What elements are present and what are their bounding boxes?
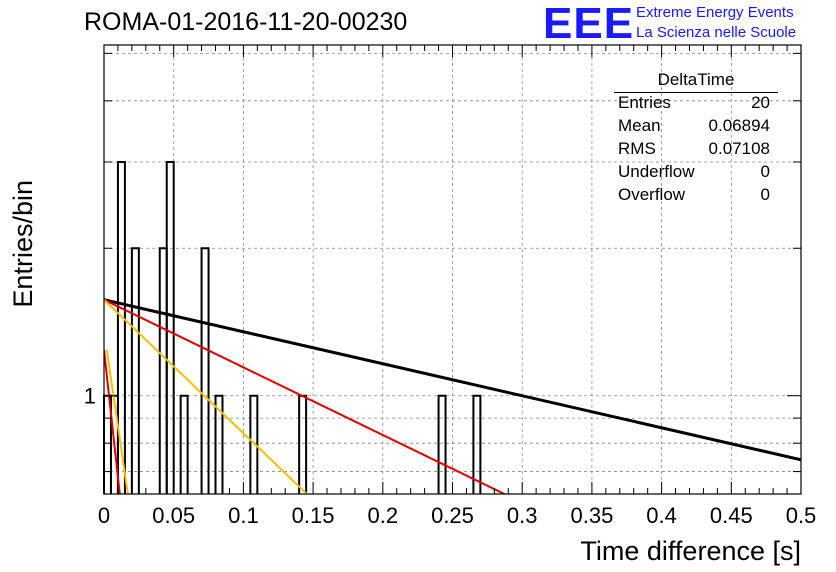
eee-logo: EEE (543, 0, 635, 48)
stats-value: 0 (760, 162, 770, 181)
histogram-bar (179, 394, 189, 494)
stats-box: DeltaTime Entries 20 Mean 0.06894 RMS 0.… (614, 70, 778, 212)
y-tick-label: 1 (84, 384, 96, 409)
x-axis-label: Time difference [s] (580, 536, 801, 566)
fit-line-yellow (105, 349, 129, 494)
stats-row: RMS 0.07108 (618, 139, 770, 161)
stats-value: 0 (760, 185, 770, 204)
x-tick-labels: 0 0.05 0.1 0.15 0.2 0.25 0.3 0.35 0.4 0.45 0.5 (98, 503, 816, 528)
histogram-bar (165, 161, 175, 494)
x-tick-label: 0 (98, 503, 110, 528)
stats-label: Overflow (618, 185, 686, 204)
stats-row: Mean 0.06894 (618, 116, 770, 138)
org-name-line2: La Scienza nelle Scuole (636, 24, 797, 41)
axis-ticks (103, 45, 802, 494)
histogram-bar (130, 247, 140, 494)
chart-title: ROMA-01-2016-11-20-00230 (84, 8, 408, 36)
x-tick-label: 0.35 (570, 503, 613, 528)
y-axis-label: Entries/bin (8, 180, 38, 308)
histogram-bar (437, 394, 447, 494)
x-tick-label: 0.4 (646, 503, 677, 528)
stats-row: Entries 20 (618, 93, 770, 115)
x-tick-label: 0.3 (507, 503, 538, 528)
stats-label: Underflow (618, 162, 695, 181)
stats-label: Entries (618, 93, 671, 112)
histogram-bar (214, 394, 224, 494)
stats-label: RMS (618, 139, 656, 158)
y-tick-labels: 1 (84, 384, 96, 409)
org-name-line1: Extreme Energy Events (636, 4, 794, 21)
fit-lines (104, 298, 801, 494)
x-tick-label: 0.1 (228, 503, 259, 528)
histogram-bar (158, 247, 168, 494)
stats-title: DeltaTime (657, 70, 735, 89)
stats-label: Mean (618, 116, 661, 135)
x-tick-label: 0.5 (786, 503, 817, 528)
fit-line-yellow (104, 299, 309, 494)
stats-value: 0.07108 (708, 139, 770, 158)
histogram-bar (298, 394, 308, 494)
x-tick-label: 0.2 (368, 503, 399, 528)
fit-line-red (104, 298, 507, 494)
histogram-bar (200, 247, 210, 494)
stats-divider (614, 92, 778, 93)
stats-value: 0.06894 (708, 116, 770, 135)
x-tick-label: 0.15 (292, 503, 335, 528)
stats-value: 20 (751, 93, 770, 112)
x-tick-label: 0.05 (152, 503, 195, 528)
histogram-bar (472, 394, 482, 494)
x-tick-label: 0.45 (710, 503, 753, 528)
stats-row: Overflow 0 (618, 185, 770, 207)
histogram-bar (116, 161, 126, 494)
x-tick-label: 0.25 (431, 503, 474, 528)
fit-line-black (104, 298, 801, 462)
histogram-bar (249, 394, 259, 494)
fit-line-red (104, 349, 121, 494)
histogram (103, 161, 482, 494)
stats-row: Underflow 0 (618, 162, 770, 184)
